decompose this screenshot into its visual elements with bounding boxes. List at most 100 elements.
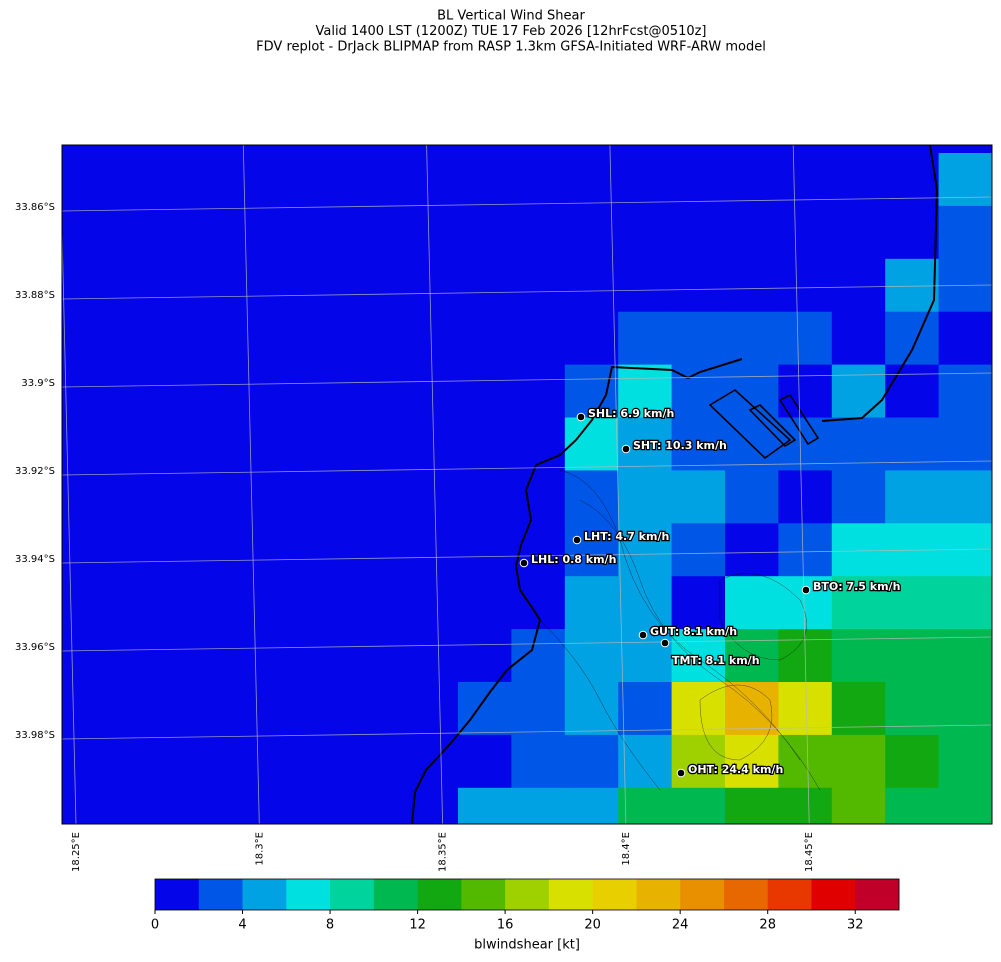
colorbar-swatch bbox=[855, 879, 900, 910]
colorbar-swatch bbox=[373, 879, 418, 910]
shear-cell bbox=[618, 153, 673, 207]
shear-cell bbox=[511, 682, 566, 736]
shear-cell bbox=[725, 576, 779, 630]
shear-cell bbox=[564, 576, 619, 630]
shear-cell bbox=[725, 205, 779, 260]
longitude-line bbox=[426, 145, 443, 824]
latitude-line bbox=[62, 548, 992, 564]
shear-cell bbox=[725, 523, 779, 577]
shear-cell bbox=[778, 576, 833, 630]
shear-cell bbox=[938, 734, 992, 789]
colorbar-swatch bbox=[592, 879, 637, 910]
shear-cell bbox=[778, 153, 833, 207]
longitude-label: 18.4°E bbox=[621, 832, 632, 866]
shear-cell bbox=[885, 629, 940, 683]
shear-cell bbox=[778, 311, 833, 366]
shear-cell bbox=[671, 787, 726, 824]
shear-cell bbox=[725, 734, 779, 789]
shear-cell bbox=[831, 417, 886, 471]
shear-cell bbox=[671, 682, 726, 736]
shear-cell bbox=[618, 311, 673, 366]
shear-cell bbox=[885, 258, 940, 313]
shear-cell bbox=[564, 205, 619, 260]
shear-cell bbox=[671, 153, 726, 207]
shear-cell bbox=[725, 470, 779, 524]
shear-cell bbox=[618, 417, 673, 471]
colorbar-tick-label: 0 bbox=[151, 918, 159, 933]
shear-cell bbox=[564, 417, 619, 471]
longitude-label: 18.3°E bbox=[254, 832, 265, 866]
latitude-label: 33.94°S bbox=[15, 554, 55, 565]
latitude-line bbox=[62, 636, 992, 652]
shear-cell bbox=[564, 470, 619, 524]
station-label: LHL: 0.8 km/h bbox=[531, 553, 616, 566]
longitude-line bbox=[62, 212, 77, 824]
colorbar-swatch bbox=[767, 879, 812, 910]
shear-cell bbox=[725, 682, 779, 736]
shear-cell bbox=[831, 576, 886, 630]
shear-cell bbox=[564, 734, 619, 789]
title-line: FDV replot - DrJack BLIPMAP from RASP 1.… bbox=[256, 40, 766, 55]
colorbar-tick-label: 8 bbox=[326, 918, 334, 933]
shear-cell bbox=[511, 787, 566, 824]
shear-cell bbox=[458, 470, 512, 524]
colorbar-label: blwindshear [kt] bbox=[474, 938, 580, 953]
station-label: TMT: 8.1 km/h bbox=[672, 654, 760, 667]
shear-cell bbox=[458, 787, 512, 824]
latitude-label: 33.92°S bbox=[15, 466, 55, 477]
shear-cell bbox=[671, 523, 726, 577]
shear-cell bbox=[618, 576, 673, 630]
shear-cell bbox=[458, 153, 512, 207]
shear-cell bbox=[458, 258, 512, 313]
shear-cell bbox=[618, 787, 673, 824]
colorbar-swatch bbox=[505, 879, 550, 910]
station-marker bbox=[621, 444, 631, 454]
shear-cell bbox=[778, 470, 833, 524]
station-label: GUT: 8.1 km/h bbox=[650, 625, 737, 638]
shear-cell bbox=[511, 153, 566, 207]
shear-cell bbox=[458, 417, 512, 471]
station-marker bbox=[576, 412, 586, 422]
shear-cell bbox=[458, 523, 512, 577]
shear-cell bbox=[938, 153, 992, 207]
colorbar-swatch bbox=[242, 879, 287, 910]
shear-cell bbox=[564, 311, 619, 366]
shear-cell bbox=[618, 258, 673, 313]
shear-cell bbox=[885, 153, 940, 207]
longitude-line bbox=[792, 145, 810, 824]
shear-cell bbox=[564, 258, 619, 313]
shear-cell bbox=[831, 470, 886, 524]
shear-cell bbox=[885, 470, 940, 524]
latitude-line bbox=[62, 724, 992, 740]
colorbar-tick-label: 12 bbox=[409, 918, 426, 933]
shear-cell bbox=[885, 311, 940, 366]
shear-cell bbox=[564, 153, 619, 207]
shear-cell bbox=[511, 470, 566, 524]
colorbar-tick-label: 4 bbox=[238, 918, 246, 933]
latitude-label: 33.98°S bbox=[15, 730, 55, 741]
shear-cell bbox=[885, 576, 940, 630]
latitude-line bbox=[62, 196, 992, 212]
shear-cell bbox=[671, 311, 726, 366]
shear-cell bbox=[618, 470, 673, 524]
shear-cell bbox=[458, 682, 512, 736]
station-marker bbox=[801, 585, 811, 595]
colorbar-swatch bbox=[811, 879, 856, 910]
shear-cell bbox=[938, 205, 992, 260]
station-label: BTO: 7.5 km/h bbox=[813, 580, 900, 593]
shear-cell bbox=[938, 787, 992, 824]
shear-cell bbox=[831, 153, 886, 207]
station-marker bbox=[638, 630, 648, 640]
shear-cell bbox=[778, 258, 833, 313]
shear-cell bbox=[564, 523, 619, 577]
station-marker bbox=[660, 638, 670, 648]
shear-cell bbox=[725, 787, 779, 824]
shear-cell bbox=[671, 734, 726, 789]
shear-cell bbox=[511, 205, 566, 260]
station-label: OHT: 24.4 km/h bbox=[688, 763, 783, 776]
colorbar-swatch bbox=[155, 879, 200, 910]
longitude-line bbox=[242, 145, 260, 824]
colorbar-swatch bbox=[330, 879, 375, 910]
station-marker bbox=[572, 535, 582, 545]
